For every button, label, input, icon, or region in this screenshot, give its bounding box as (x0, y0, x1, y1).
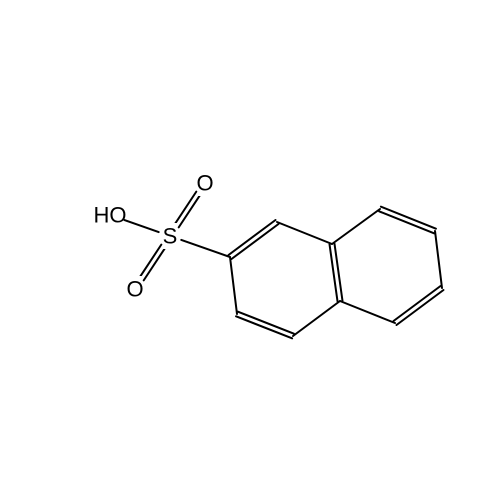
atom-label-o2: O (126, 277, 143, 302)
molecule-diagram: S O O HO (0, 0, 500, 500)
atom-label-o1: O (196, 171, 213, 196)
atom-label-oh: HO (94, 203, 127, 228)
atom-label-s: S (163, 224, 178, 249)
